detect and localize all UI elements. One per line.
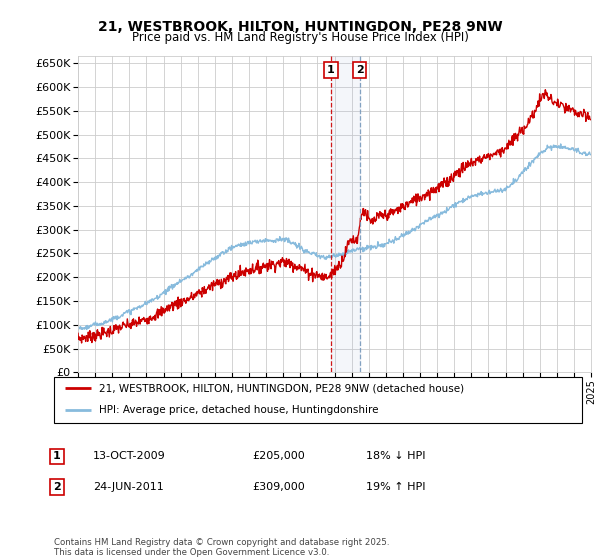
Text: HPI: Average price, detached house, Huntingdonshire: HPI: Average price, detached house, Hunt… — [99, 405, 379, 415]
Text: £205,000: £205,000 — [252, 451, 305, 461]
Text: 1: 1 — [327, 66, 335, 75]
Text: 13-OCT-2009: 13-OCT-2009 — [93, 451, 166, 461]
Text: 2: 2 — [356, 66, 364, 75]
Text: 18% ↓ HPI: 18% ↓ HPI — [366, 451, 425, 461]
Text: 1: 1 — [53, 451, 61, 461]
Text: 21, WESTBROOK, HILTON, HUNTINGDON, PE28 9NW: 21, WESTBROOK, HILTON, HUNTINGDON, PE28 … — [98, 20, 502, 34]
Text: 19% ↑ HPI: 19% ↑ HPI — [366, 482, 425, 492]
FancyBboxPatch shape — [54, 377, 582, 423]
Text: 24-JUN-2011: 24-JUN-2011 — [93, 482, 164, 492]
Text: £309,000: £309,000 — [252, 482, 305, 492]
Text: 2: 2 — [53, 482, 61, 492]
Text: Price paid vs. HM Land Registry's House Price Index (HPI): Price paid vs. HM Land Registry's House … — [131, 31, 469, 44]
Text: 21, WESTBROOK, HILTON, HUNTINGDON, PE28 9NW (detached house): 21, WESTBROOK, HILTON, HUNTINGDON, PE28 … — [99, 384, 464, 393]
Text: Contains HM Land Registry data © Crown copyright and database right 2025.
This d: Contains HM Land Registry data © Crown c… — [54, 538, 389, 557]
Bar — [331, 56, 360, 372]
